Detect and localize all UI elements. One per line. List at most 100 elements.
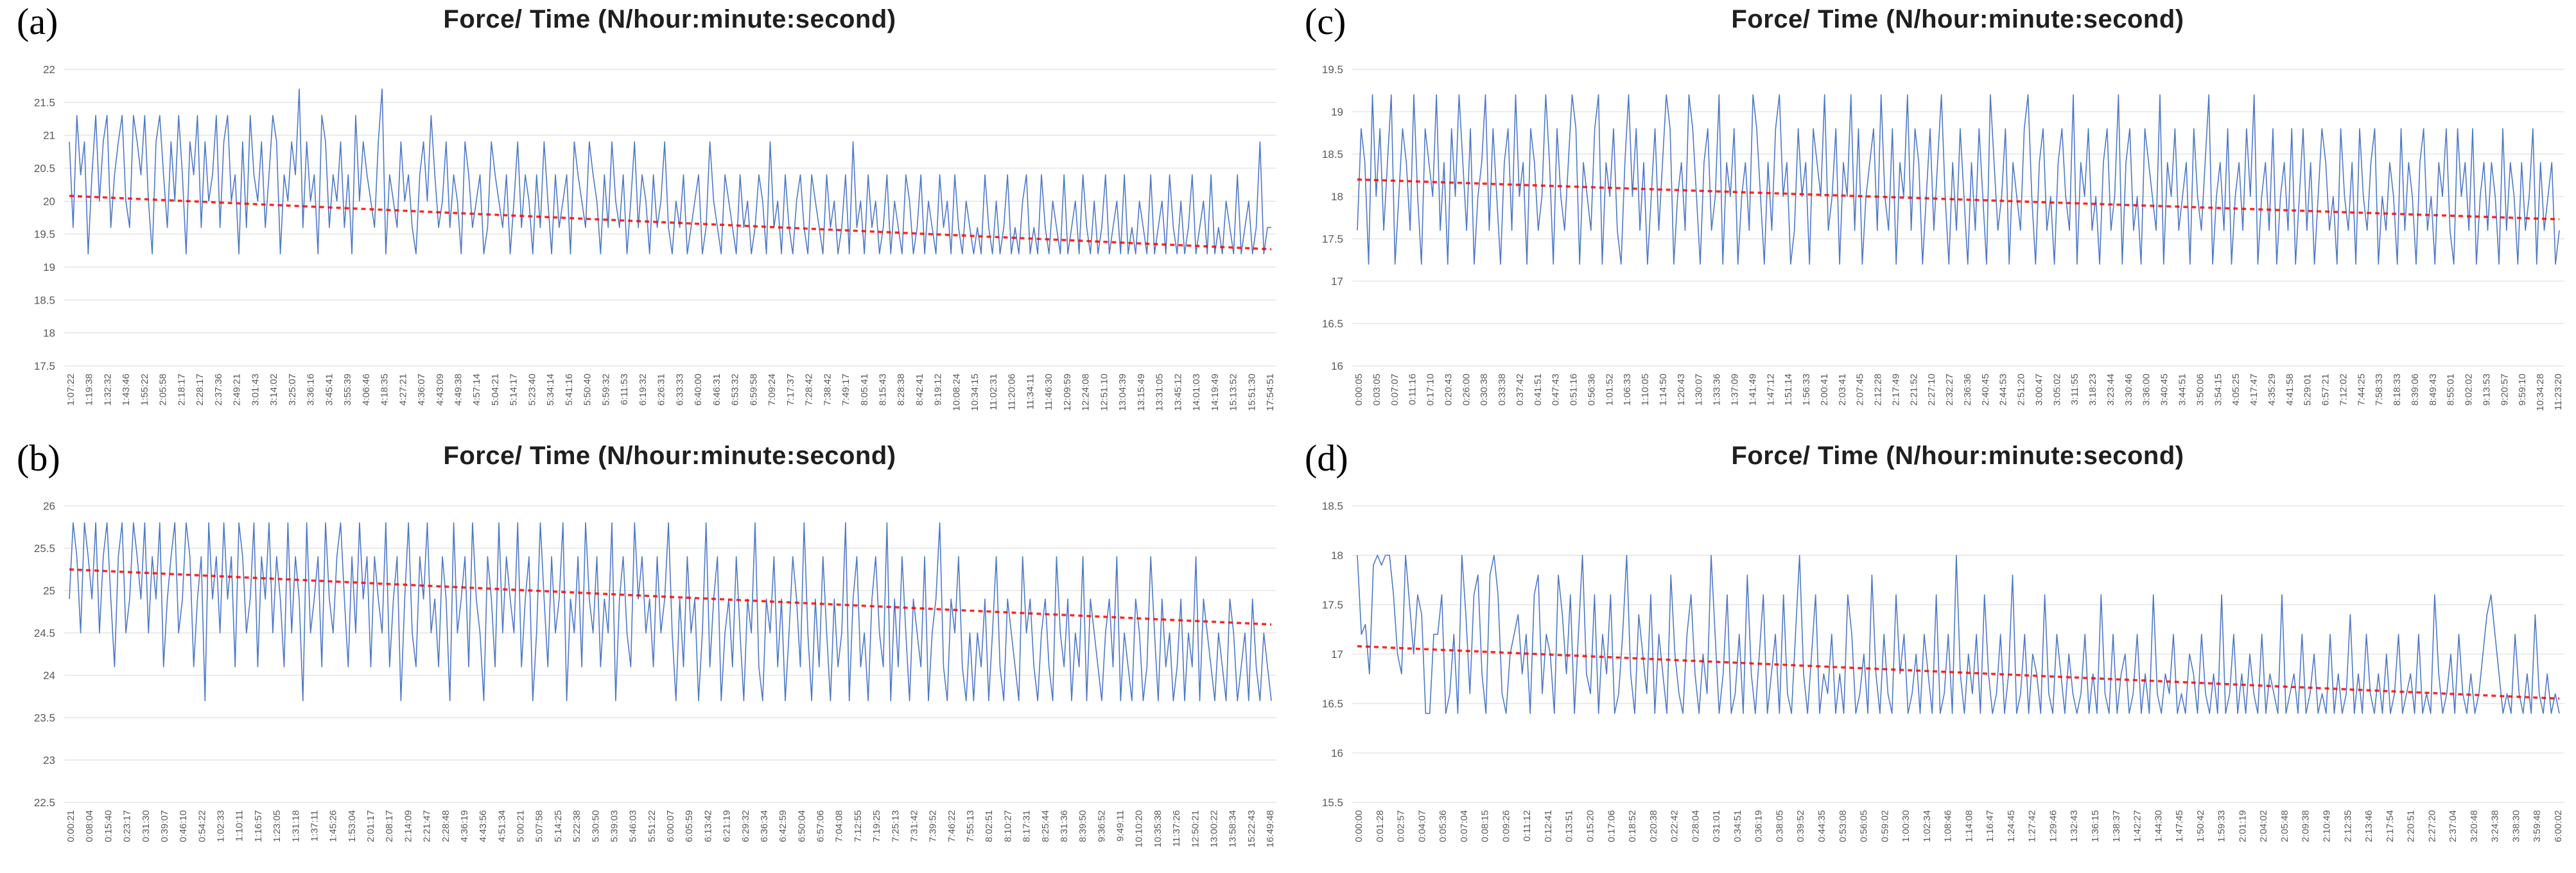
x-axis-tick-label: 6:57:21 (2320, 374, 2331, 406)
x-axis-tick-label: 0:05:36 (1438, 810, 1449, 842)
x-axis-tick-label: 8:28:38 (896, 374, 907, 406)
x-axis-tick-label: 0:56:05 (1859, 810, 1870, 842)
x-axis-tick-label: 1:42:27 (2132, 810, 2143, 842)
x-axis-tick-label: 14:19:49 (1210, 374, 1221, 411)
x-axis-tick-label: 6:11:53 (619, 374, 630, 405)
x-axis-tick-label: 0:07:07 (1389, 374, 1400, 406)
chart-panel-b: (b) Force/ Time (N/hour:minute:second) 2… (0, 437, 1288, 873)
panel-label-d: (d) (1305, 437, 1348, 479)
x-axis-tick-label: 10:10:20 (1134, 810, 1145, 847)
x-axis-tick-label: 2:28:48 (440, 810, 451, 842)
x-axis-tick-label: 13:45:12 (1172, 374, 1183, 411)
x-axis-tick-label: 1:24:45 (2006, 810, 2017, 842)
x-axis-tick-label: 1:56:33 (1801, 374, 1812, 406)
x-axis-tick-label: 5:22:38 (571, 810, 582, 842)
x-axis-tick-label: 7:09:24 (767, 374, 778, 406)
x-axis-tick-label: 7:49:17 (840, 374, 851, 406)
y-axis-tick-label: 23.5 (34, 712, 55, 724)
x-axis-tick-label: 6:46:31 (711, 374, 722, 406)
x-axis-tick-label: 4:17:47 (2249, 374, 2259, 406)
x-axis-tick-label: 1:20:43 (1676, 374, 1687, 406)
x-axis-tick-label: 2:13:46 (2363, 810, 2374, 842)
y-axis-tick-label: 24 (43, 670, 55, 682)
x-axis-tick-label: 8:39:06 (2410, 374, 2421, 406)
x-axis-tick-label: 11:23:20 (2553, 374, 2564, 410)
x-axis-tick-label: 4:41:58 (2284, 374, 2295, 406)
x-axis-tick-label: 0:15:40 (103, 810, 114, 842)
x-axis-tick-label: 3:40:45 (2159, 374, 2170, 406)
chart-canvas-b: 26 25.5 25 24.5 24 23.5 23 22.5 0:00:21 0:08:04 0:… (34, 500, 1276, 847)
y-axis-tick-label: 18 (1331, 191, 1343, 203)
x-axis-tick-label: 10:34:28 (2535, 374, 2546, 411)
y-axis-tick-label: 19.5 (34, 229, 55, 241)
x-axis-tick-label: 2:27:20 (2426, 810, 2437, 842)
x-axis-tick-label: 2:32:27 (1944, 374, 1955, 406)
x-axis-tick-label: 13:04:39 (1117, 374, 1128, 411)
x-axis-tick-label: 2:36:36 (1962, 374, 1973, 406)
x-axis-tick-label: 3:14:02 (268, 374, 279, 406)
y-axis-tick-label: 20 (43, 195, 55, 207)
x-axis-tick-label: 7:38:42 (822, 374, 833, 406)
x-axis-tick-label: 4:36:19 (459, 810, 470, 842)
x-axis-tick-label: 5:23:40 (527, 374, 537, 406)
x-axis-tick-label: 7:12:55 (853, 810, 864, 842)
x-axis-tick-label: 13:15:49 (1136, 374, 1147, 411)
x-axis-tick-label: 9:36:52 (1096, 810, 1107, 842)
x-axis-tick-label: 16:49:48 (1265, 810, 1276, 847)
x-axis-tick-label: 0:34:51 (1732, 810, 1743, 842)
x-axis-tick-label: 1:41:49 (1747, 374, 1758, 406)
x-axis-tick-label: 11:20:06 (1007, 374, 1018, 410)
y-axis-tick-label: 18 (1331, 549, 1343, 562)
x-axis-tick-label: 1:32:43 (2069, 810, 2080, 842)
x-axis-tick-label: 2:01:19 (2237, 810, 2248, 842)
x-axis-tick-label: 13:00:22 (1208, 810, 1219, 847)
x-axis-tick-label: 12:09:59 (1062, 374, 1073, 411)
x-axis-tick-label: 2:21:52 (1908, 374, 1919, 406)
x-axis-tick-label: 1:45:26 (328, 810, 339, 842)
x-axis-tick-label: 9:20:57 (2499, 374, 2510, 406)
x-axis-tick-label: 8:05:41 (859, 374, 870, 406)
x-axis-tick-label: 0:39:52 (1795, 810, 1806, 842)
y-axis-tick-label: 18.5 (34, 294, 55, 306)
y-axis-tick-label: 16.5 (1322, 318, 1343, 330)
x-axis-tick-label: 8:10:27 (1002, 810, 1013, 842)
x-axis-tick-label: 11:34:11 (1025, 374, 1036, 410)
x-axis-tick-label: 7:12:02 (2338, 374, 2349, 406)
x-axis-tick-label: 2:51:20 (2016, 374, 2027, 406)
x-axis-tick-label: 0:46:10 (178, 810, 189, 842)
x-axis-tick-label: 3:44:51 (2177, 374, 2188, 406)
x-axis-tick-label: 7:17:37 (785, 374, 796, 406)
x-axis-tick-label: 1:23:05 (272, 810, 283, 842)
x-axis-tick-label: 0:07:04 (1459, 810, 1470, 842)
x-axis-tick-label: 0:31:30 (141, 810, 152, 842)
x-axis-tick-label: 8:17:31 (1022, 810, 1032, 842)
x-axis-tick-label: 1:37:11 (309, 810, 320, 842)
y-axis-tick-label: 21.5 (34, 96, 55, 108)
x-axis-tick-label: 11:37:26 (1171, 810, 1182, 847)
x-axis-tick-label: 3:38:30 (2511, 810, 2521, 842)
y-axis-tick-label: 19.5 (1322, 64, 1343, 76)
x-axis-tick-label: 1:07:22 (65, 374, 76, 406)
x-axis-tick-label: 7:39:52 (928, 810, 939, 842)
x-axis-tick-label: 12:24:08 (1081, 374, 1092, 411)
x-axis-tick-label: 5:50:40 (582, 374, 593, 406)
x-axis-tick-label: 8:42:41 (914, 374, 925, 406)
y-axis-tick-label: 22.5 (34, 797, 55, 809)
x-axis-tick-label: 3:20:48 (2469, 810, 2480, 842)
x-axis-tick-label: 0:04:07 (1416, 810, 1427, 842)
x-axis-tick-label: 9:59:10 (2517, 374, 2528, 406)
x-axis-tick-label: 5:30:50 (590, 810, 601, 842)
y-axis-tick-label: 25.5 (34, 542, 55, 555)
x-axis-tick-label: 1:14:50 (1658, 374, 1669, 406)
x-axis-tick-label: 9:13:53 (2481, 374, 2492, 406)
x-axis-tick-label: 5:46:03 (628, 810, 639, 842)
x-axis-tick-label: 0:00:21 (65, 810, 76, 842)
chart-title-c: Force/ Time (N/hour:minute:second) (1731, 5, 2184, 33)
force-series-line (1357, 555, 2560, 714)
x-axis-tick-label: 2:40:45 (1980, 374, 1991, 406)
x-axis-tick-label: 13:58:34 (1228, 810, 1239, 847)
x-axis-tick-label: 10:34:15 (970, 374, 980, 411)
x-axis-tick-label: 7:58:33 (2374, 374, 2385, 406)
x-axis-tick-label: 6:50:04 (796, 810, 807, 842)
x-axis-tick-label: 1:53:04 (347, 810, 358, 842)
